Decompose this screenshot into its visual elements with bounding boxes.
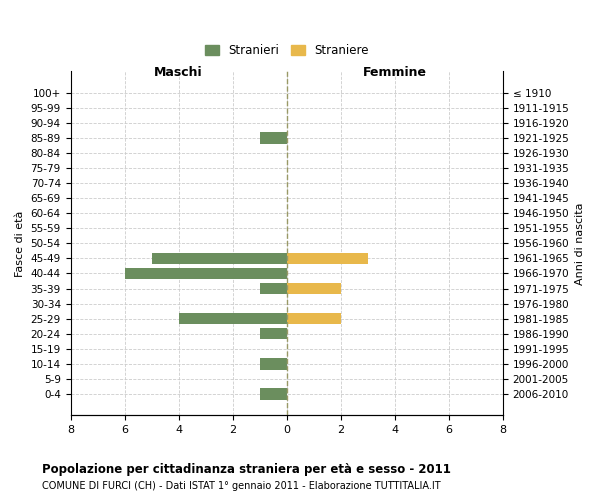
- Legend: Stranieri, Straniere: Stranieri, Straniere: [200, 40, 374, 62]
- Text: Femmine: Femmine: [363, 66, 427, 79]
- Bar: [125, 268, 287, 279]
- Y-axis label: Fasce di età: Fasce di età: [15, 210, 25, 276]
- Bar: [287, 313, 341, 324]
- Bar: [260, 388, 287, 400]
- Text: COMUNE DI FURCI (CH) - Dati ISTAT 1° gennaio 2011 - Elaborazione TUTTITALIA.IT: COMUNE DI FURCI (CH) - Dati ISTAT 1° gen…: [42, 481, 440, 491]
- Y-axis label: Anni di nascita: Anni di nascita: [575, 202, 585, 284]
- Bar: [152, 253, 287, 264]
- Text: Popolazione per cittadinanza straniera per età e sesso - 2011: Popolazione per cittadinanza straniera p…: [42, 462, 451, 475]
- Bar: [260, 358, 287, 370]
- Bar: [260, 132, 287, 143]
- Bar: [260, 328, 287, 340]
- Bar: [179, 313, 287, 324]
- Bar: [287, 283, 341, 294]
- Text: Maschi: Maschi: [154, 66, 203, 79]
- Bar: [260, 283, 287, 294]
- Bar: [287, 253, 368, 264]
